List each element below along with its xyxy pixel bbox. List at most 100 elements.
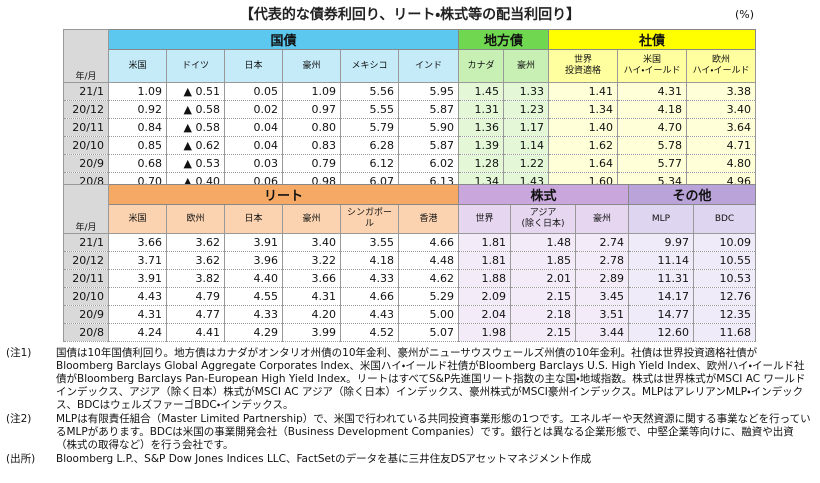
cell: 3.99 <box>282 323 341 342</box>
cell: 1.28 <box>458 154 505 173</box>
data-row: 20/11 0.84 ▲ 0.58 0.04 0.80 5.79 5.90 1.36 1.17 1… <box>63 118 757 137</box>
cell: 4.55 <box>224 287 283 306</box>
cell: 0.05 <box>224 82 283 101</box>
cell: ▲ 0.58 <box>166 100 225 119</box>
group-header: 株式 <box>458 184 630 205</box>
group-header-row: 年/月 国債 地方債 社債 <box>63 29 757 83</box>
column-header-row: 米国 ドイツ 日本 豪州 メキシコ インド カナダ 豪州 世界 投資適格 米国 ハイ・イールド 欧州… <box>64 49 757 83</box>
cell: 0.80 <box>282 118 341 137</box>
cell: 4.52 <box>340 323 399 342</box>
group-header-row: 年/月 リート 株式 その他 <box>63 184 757 234</box>
cell: 11.68 <box>693 323 757 342</box>
cell: 3.38 <box>686 82 757 101</box>
data-row: 21/1 1.09 ▲ 0.51 0.05 1.09 5.56 5.95 1.45 1.33 1.… <box>63 82 757 101</box>
cell: 1.88 <box>458 269 512 288</box>
cell: 3.22 <box>282 251 341 270</box>
cell: 4.43 <box>108 287 167 306</box>
cell: 4.80 <box>686 154 757 173</box>
note-text: MLPは有限責任組合（Master Limited Partnership）で、… <box>56 413 811 451</box>
column-header: MLP <box>628 204 695 234</box>
cell: 3.71 <box>108 251 167 270</box>
row-label: 20/10 <box>63 136 109 155</box>
column-header-row: 米国 欧州 日本 豪州 シンガポール 香港 世界 アジア (除く日本) 豪州 MLP BDC <box>64 204 757 234</box>
cell: 3.40 <box>282 233 341 252</box>
cell: 2.15 <box>510 323 577 342</box>
column-header: メキシコ <box>340 49 399 83</box>
cell: 0.04 <box>224 136 283 155</box>
column-header: アジア (除く日本) <box>510 204 577 234</box>
note-text: 国債は10年国債利回り。地方債はカナダがオンタリオ州債の10年金利、豪州がニュー… <box>56 347 806 411</box>
column-header: BDC <box>693 204 757 234</box>
cell: 14.17 <box>628 287 695 306</box>
cell: 3.62 <box>166 233 225 252</box>
cell: 1.81 <box>458 251 512 270</box>
cell: 4.79 <box>166 287 225 306</box>
group-header: リート <box>107 184 460 205</box>
cell: 2.09 <box>458 287 512 306</box>
note: (注2) MLPは有限責任組合（Master Limited Partnershi… <box>6 413 814 452</box>
cell: 6.12 <box>340 154 399 173</box>
cell: 4.66 <box>340 287 399 306</box>
cell: 4.31 <box>108 305 167 324</box>
column-header: シンガポール <box>340 204 399 234</box>
column-header: 豪州 <box>282 49 341 83</box>
cell: 3.96 <box>224 251 283 270</box>
cell: 4.33 <box>340 269 399 288</box>
cell: 1.17 <box>503 118 550 137</box>
unit: (%) <box>735 8 755 21</box>
cell: 5.78 <box>617 136 688 155</box>
cell: 5.95 <box>397 82 460 101</box>
cell: 1.40 <box>548 118 619 137</box>
column-header: 欧州 ハイ・イールド <box>686 49 757 83</box>
cell: 2.78 <box>575 251 630 270</box>
row-label: 20/10 <box>63 287 109 306</box>
column-header: 豪州 <box>503 49 550 83</box>
data-row: 21/1 3.66 3.62 3.91 3.40 3.55 4.66 1.81 1.48 2.74… <box>63 233 757 252</box>
cell: 4.31 <box>282 287 341 306</box>
row-label: 20/12 <box>63 251 109 270</box>
data-row: 20/12 0.92 ▲ 0.58 0.02 0.97 5.55 5.87 1.31 1.23 1… <box>63 100 757 119</box>
column-header: 豪州 <box>575 204 630 234</box>
cell: 1.62 <box>548 136 619 155</box>
cell: 12.60 <box>628 323 695 342</box>
group-header: 国債 <box>107 29 460 50</box>
data-row: 20/9 0.68 ▲ 0.53 0.03 0.79 6.12 6.02 1.28 1.22 1.… <box>63 154 757 173</box>
cell: 10.53 <box>693 269 757 288</box>
cell: 0.97 <box>282 100 341 119</box>
group-header: 地方債 <box>458 29 550 50</box>
cell: ▲ 0.51 <box>166 82 225 101</box>
cell: 3.40 <box>686 100 757 119</box>
cell: 6.28 <box>340 136 399 155</box>
dividend-table: 年/月 リート 株式 その他 米国 欧州 日本 豪州 シンガポール 香港 世界 アジア (除く日本) 豪… <box>63 184 757 342</box>
cell: 12.76 <box>693 287 757 306</box>
data-row: 20/8 4.24 4.41 4.29 3.99 4.52 5.07 1.98 2.15 3.44… <box>63 323 757 342</box>
cell: 11.31 <box>628 269 695 288</box>
cell: ▲ 0.58 <box>166 118 225 137</box>
cell: 4.20 <box>282 305 341 324</box>
data-row: 20/10 4.43 4.79 4.55 4.31 4.66 5.29 2.09 2.15 3.4… <box>63 287 757 306</box>
cell: 1.81 <box>458 233 512 252</box>
cell: 3.64 <box>686 118 757 137</box>
cell: 4.18 <box>617 100 688 119</box>
group-header: 社債 <box>548 29 757 50</box>
note-label: (出所) <box>6 453 36 465</box>
cell: 2.04 <box>458 305 512 324</box>
cell: 10.55 <box>693 251 757 270</box>
bond-table: 年/月 国債 地方債 社債 米国 ドイツ 日本 豪州 メキシコ インド カナダ 豪州 世界 投資適格 米国… <box>63 29 757 191</box>
cell: 5.55 <box>340 100 399 119</box>
cell: 5.29 <box>397 287 460 306</box>
column-header: 欧州 <box>166 204 225 234</box>
cell: 5.77 <box>617 154 688 173</box>
cell: 1.41 <box>548 82 619 101</box>
note-label: (注2) <box>6 413 32 425</box>
cell: 5.00 <box>397 305 460 324</box>
cell: 0.85 <box>108 136 167 155</box>
cell: 1.33 <box>503 82 550 101</box>
cell: 3.45 <box>575 287 630 306</box>
cell: 3.66 <box>108 233 167 252</box>
data-row: 20/9 4.31 4.77 4.33 4.20 4.43 5.00 2.04 2.18 3.51… <box>63 305 757 324</box>
cell: 3.91 <box>224 233 283 252</box>
cell: 4.43 <box>340 305 399 324</box>
cell: 0.03 <box>224 154 283 173</box>
cell: 4.40 <box>224 269 283 288</box>
